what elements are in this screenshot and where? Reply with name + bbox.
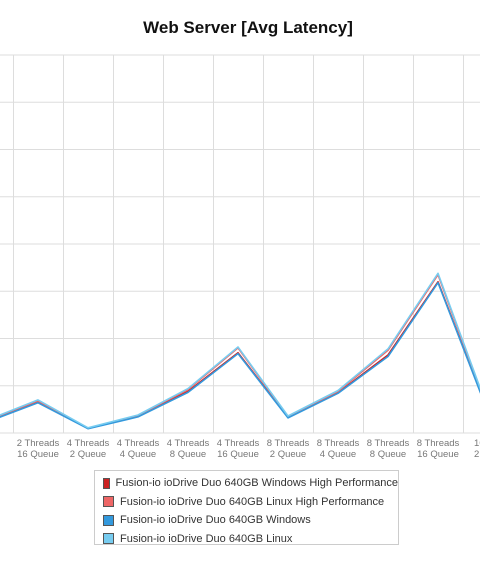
legend-swatch — [103, 533, 114, 545]
x-tick-label: 8 Threads 16 Queue — [417, 438, 460, 460]
legend-swatch — [103, 514, 114, 526]
grid — [0, 54, 480, 434]
legend-swatch — [103, 477, 110, 489]
legend-item: Fusion-io ioDrive Duo 640GB Linux — [103, 530, 398, 549]
x-tick-label: 4 Threads 16 Queue — [217, 438, 260, 460]
x-tick-label: 8 Threads 4 Queue — [317, 438, 360, 460]
legend-item: Fusion-io ioDrive Duo 640GB Linux High P… — [103, 493, 398, 512]
x-tick-label: 8 Threads 8 Queue — [367, 438, 410, 460]
legend-item: Fusion-io ioDrive Duo 640GB Windows — [103, 511, 398, 530]
legend-label: Fusion-io ioDrive Duo 640GB Linux — [120, 532, 293, 545]
series-line-3 — [0, 281, 480, 430]
x-tick-label: 16 T2 Q — [474, 438, 480, 460]
x-tick-label: 4 Threads 2 Queue — [67, 438, 110, 460]
legend-label: Fusion-io ioDrive Duo 640GB Linux High P… — [120, 495, 385, 508]
series-line-4 — [0, 272, 480, 429]
x-tick-label: 4 Threads 4 Queue — [117, 438, 160, 460]
series-lines — [0, 272, 480, 430]
chart-title: Web Server [Avg Latency] — [143, 18, 353, 37]
legend-label: Fusion-io ioDrive Duo 640GB Windows — [120, 514, 311, 527]
x-tick-label: 4 Threads 8 Queue — [167, 438, 210, 460]
legend-item: Fusion-io ioDrive Duo 640GB Windows High… — [103, 474, 398, 493]
legend: Fusion-io ioDrive Duo 640GB Windows High… — [94, 470, 399, 545]
series-line-2 — [0, 273, 480, 430]
x-tick-label: 2 Threads 16 Queue — [17, 438, 60, 460]
legend-swatch — [103, 496, 114, 508]
x-tick-label: 8 Threads 2 Queue — [267, 438, 310, 460]
legend-label: Fusion-io ioDrive Duo 640GB Windows High… — [115, 477, 398, 490]
